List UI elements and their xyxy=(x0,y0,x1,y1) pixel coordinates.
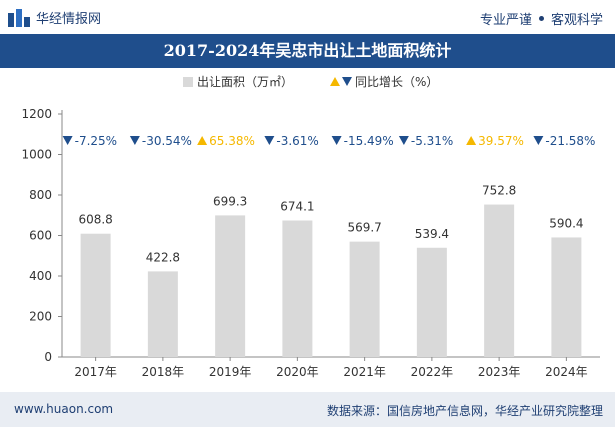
bar-value-label: 539.4 xyxy=(415,227,449,241)
bar xyxy=(484,204,515,357)
growth-label: -21.58% xyxy=(545,134,595,148)
growth-label: -3.61% xyxy=(276,134,318,148)
bar-value-label: 569.7 xyxy=(347,221,381,235)
triangle-down-icon xyxy=(264,136,275,145)
brand: 华经情报网 xyxy=(8,8,101,27)
footer: www.huaon.com 数据来源：国信房地产信息网，华经产业研究院整理 xyxy=(0,392,615,427)
triangle-up-icon xyxy=(197,136,208,145)
footer-source: 数据来源：国信房地产信息网，华经产业研究院整理 xyxy=(326,404,603,418)
triangle-down-icon xyxy=(533,136,544,145)
footer-url[interactable]: www.huaon.com xyxy=(14,402,114,416)
bar xyxy=(80,233,111,357)
bar-value-label: 674.1 xyxy=(280,199,314,213)
triangle-down-icon xyxy=(62,136,73,145)
y-tick-label: 1200 xyxy=(21,107,52,121)
bar xyxy=(416,247,447,357)
legend-swatch-bar xyxy=(183,77,193,87)
legend-triangle-down-icon xyxy=(342,77,352,86)
bar-value-label: 699.3 xyxy=(213,194,247,208)
x-tick-label: 2022年 xyxy=(411,365,454,379)
dot-separator-icon xyxy=(538,16,544,21)
tagline-left: 专业严谨 xyxy=(479,13,532,28)
bar xyxy=(551,237,582,357)
triangle-up-icon xyxy=(466,136,477,145)
y-tick-label: 1000 xyxy=(21,148,52,162)
growth-label: 65.38% xyxy=(209,134,255,148)
legend-label-area: 出让面积（万㎡） xyxy=(197,75,293,89)
x-tick-label: 2019年 xyxy=(209,365,252,379)
chart-title: 2017-2024年吴忠市出让土地面积统计 xyxy=(0,34,615,68)
x-tick-label: 2023年 xyxy=(478,365,521,379)
y-tick-label: 0 xyxy=(44,350,52,364)
x-tick-label: 2024年 xyxy=(545,365,588,379)
top-bar: 华经情报网 专业严谨 客观科学 xyxy=(0,0,615,34)
bar-value-label: 608.8 xyxy=(78,213,112,227)
x-tick-label: 2018年 xyxy=(142,365,185,379)
bar xyxy=(215,215,246,357)
growth-label: -30.54% xyxy=(142,134,192,148)
y-tick-label: 400 xyxy=(29,269,52,283)
brand-name: 华经情报网 xyxy=(36,12,102,27)
chart-area: 0 200 400 600 800 1000 1200 608.8 2017年 -7.25% 422… xyxy=(21,75,600,379)
x-tick-label: 2020年 xyxy=(276,365,319,379)
bar-value-label: 590.4 xyxy=(549,216,583,230)
bar xyxy=(349,241,380,357)
brand-logo-icon xyxy=(8,8,30,27)
tagline: 专业严谨 客观科学 xyxy=(480,9,603,28)
bar-value-label: 422.8 xyxy=(146,250,180,264)
y-tick-label: 800 xyxy=(29,188,52,202)
bar xyxy=(147,271,178,357)
triangle-down-icon xyxy=(398,136,409,145)
triangle-down-icon xyxy=(331,136,342,145)
y-tick-label: 600 xyxy=(29,229,52,243)
x-tick-label: 2017年 xyxy=(74,365,117,379)
growth-label: 39.57% xyxy=(478,134,524,148)
growth-label: -15.49% xyxy=(344,134,394,148)
x-tick-label: 2021年 xyxy=(343,365,386,379)
bar-value-label: 752.8 xyxy=(482,184,516,198)
legend-label-growth: 同比增长（%） xyxy=(355,75,438,89)
legend-triangle-up-icon xyxy=(330,77,340,86)
bar xyxy=(282,220,313,357)
tagline-right: 客观科学 xyxy=(550,13,603,28)
y-tick-label: 200 xyxy=(29,310,52,324)
triangle-down-icon xyxy=(129,136,140,145)
growth-label: -7.25% xyxy=(75,134,117,148)
growth-label: -5.31% xyxy=(411,134,453,148)
